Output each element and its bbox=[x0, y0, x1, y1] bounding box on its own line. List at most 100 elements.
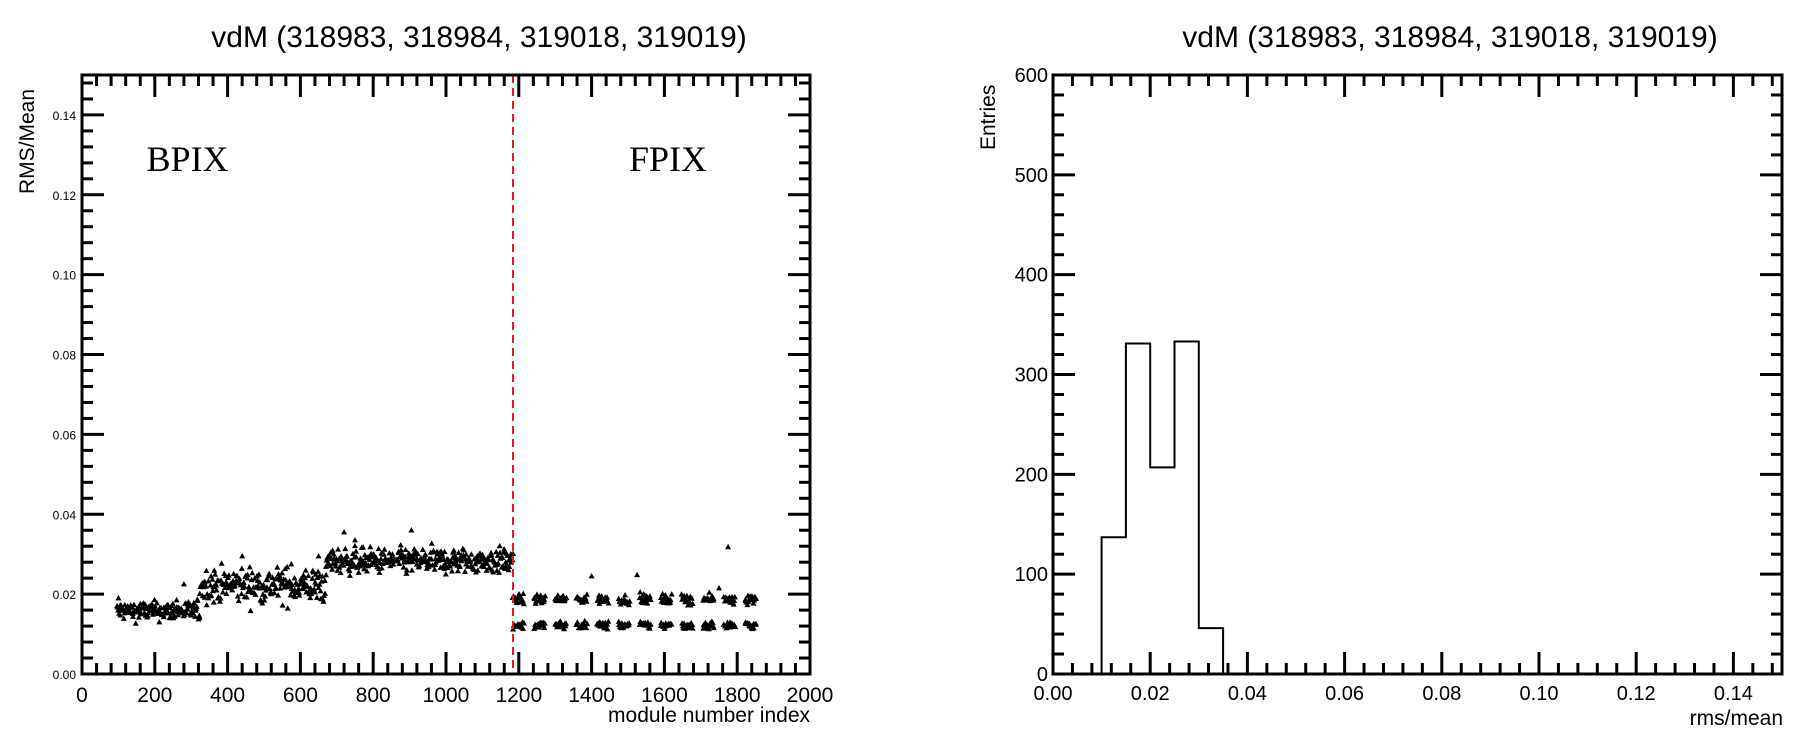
histogram-bar-2 bbox=[1150, 467, 1174, 674]
scatter-point bbox=[583, 624, 590, 631]
scatter-point bbox=[409, 558, 416, 565]
scatter-point bbox=[416, 562, 423, 568]
histogram-bins bbox=[1102, 342, 1224, 674]
scatter-point bbox=[273, 576, 280, 582]
scatter-point bbox=[394, 556, 401, 562]
scatter-point bbox=[583, 591, 590, 597]
scatter-point bbox=[637, 589, 644, 595]
scatter-point bbox=[352, 537, 358, 543]
scatter-point bbox=[234, 572, 241, 579]
scatter-point bbox=[262, 593, 269, 599]
scatter-point bbox=[510, 550, 517, 556]
scatter-point bbox=[315, 568, 322, 574]
scatter-point bbox=[474, 567, 481, 573]
scatter-point bbox=[277, 585, 284, 591]
scatter-point bbox=[282, 576, 289, 583]
scatter-point bbox=[208, 592, 215, 598]
scatter-point bbox=[377, 555, 384, 562]
scatter-point bbox=[499, 554, 506, 560]
scatter-point bbox=[238, 590, 245, 597]
scatter-point bbox=[361, 565, 368, 572]
scatter-point bbox=[710, 624, 717, 631]
scatter-point bbox=[329, 547, 336, 553]
scatter-point bbox=[501, 546, 508, 552]
scatter-point bbox=[151, 596, 158, 603]
scatter-point bbox=[362, 559, 369, 566]
scatter-point bbox=[211, 567, 218, 573]
scatter-point bbox=[622, 592, 629, 598]
scatter-point bbox=[456, 562, 463, 569]
scatter-point bbox=[289, 581, 296, 588]
scatter-point bbox=[375, 545, 382, 552]
histogram-xtick-label: 0.14 bbox=[1714, 683, 1753, 705]
scatter-point bbox=[442, 571, 449, 577]
scatter-ytick-label: 0.14 bbox=[53, 109, 77, 123]
scatter-ytick-label: 0.04 bbox=[53, 508, 77, 522]
scatter-point bbox=[305, 572, 312, 579]
fpix-label: FPIX bbox=[629, 139, 707, 179]
scatter-point bbox=[296, 592, 303, 598]
scatter-point bbox=[217, 595, 224, 601]
scatter-point bbox=[261, 597, 268, 603]
scatter-point bbox=[472, 560, 479, 567]
scatter-ytick-label: 0.02 bbox=[53, 588, 77, 602]
scatter-point bbox=[165, 610, 172, 616]
scatter-point bbox=[346, 567, 353, 574]
scatter-point bbox=[463, 551, 470, 557]
scatter-point bbox=[335, 546, 342, 552]
scatter-point bbox=[315, 552, 322, 559]
histogram-outline bbox=[1100, 340, 1225, 674]
scatter-point bbox=[563, 620, 570, 626]
histogram-frame bbox=[1051, 73, 1784, 676]
scatter-point bbox=[262, 587, 269, 593]
scatter-point bbox=[152, 603, 159, 609]
scatter-point bbox=[169, 600, 176, 607]
histogram-xtick-label: 0.12 bbox=[1617, 683, 1656, 705]
scatter-point bbox=[120, 615, 127, 621]
scatter-point bbox=[308, 590, 315, 597]
scatter-point bbox=[496, 569, 503, 575]
histogram-ytick-label: 200 bbox=[1015, 464, 1048, 486]
scatter-point bbox=[276, 572, 283, 579]
histogram-ytick-label: 0 bbox=[1037, 664, 1048, 686]
scatter-point bbox=[302, 567, 309, 573]
histogram-bar-3 bbox=[1175, 342, 1199, 674]
scatter-xtick-label: 1000 bbox=[423, 684, 470, 707]
scatter-point bbox=[218, 560, 225, 566]
scatter-point bbox=[247, 607, 254, 614]
scatter-point bbox=[706, 589, 713, 595]
scatter-point bbox=[317, 588, 324, 594]
scatter-point bbox=[689, 621, 696, 628]
scatter-points bbox=[114, 527, 760, 632]
scatter-point bbox=[264, 576, 271, 583]
scatter-point bbox=[360, 544, 367, 550]
scatter-point bbox=[542, 593, 549, 599]
scatter-point bbox=[353, 548, 360, 554]
scatter-point bbox=[241, 583, 248, 589]
scatter-point bbox=[202, 583, 209, 589]
scatter-point bbox=[315, 584, 322, 590]
scatter-point bbox=[279, 570, 286, 576]
scatter-point bbox=[259, 600, 266, 606]
scatter-point bbox=[130, 613, 137, 619]
scatter-point bbox=[238, 565, 245, 571]
scatter-point bbox=[753, 620, 760, 627]
scatter-point bbox=[144, 612, 151, 619]
bpix-label: BPIX bbox=[147, 139, 229, 179]
scatter-point bbox=[332, 563, 339, 569]
scatter-point bbox=[605, 618, 612, 624]
scatter-point bbox=[209, 576, 216, 582]
scatter-point bbox=[709, 619, 716, 626]
histogram-ticks bbox=[1051, 73, 1782, 676]
scatter-point bbox=[372, 553, 379, 560]
scatter-point bbox=[598, 593, 605, 599]
scatter-point bbox=[414, 550, 421, 557]
scatter-point bbox=[401, 556, 408, 563]
scatter-point bbox=[201, 594, 208, 600]
scatter-point bbox=[460, 546, 467, 553]
scatter-point bbox=[605, 600, 612, 606]
scatter-point bbox=[479, 551, 486, 558]
histogram-xtick-label: 0.04 bbox=[1228, 683, 1267, 705]
scatter-point bbox=[662, 592, 669, 598]
scatter-point bbox=[363, 568, 370, 574]
